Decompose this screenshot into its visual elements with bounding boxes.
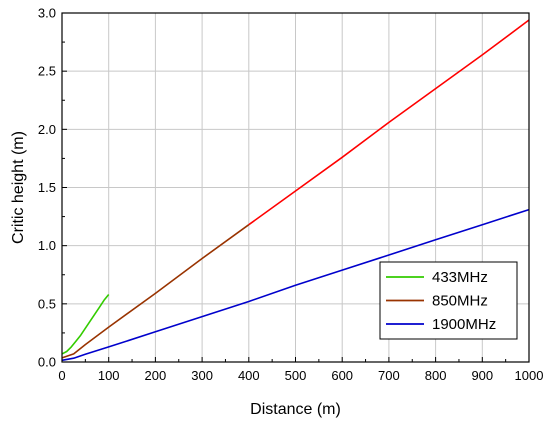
x-tick-label: 500 (285, 368, 307, 383)
x-tick-label: 400 (238, 368, 260, 383)
x-tick-label: 200 (145, 368, 167, 383)
x-tick-label: 0 (58, 368, 65, 383)
y-tick-label: 2.5 (38, 64, 56, 79)
series-line-0 (61, 293, 110, 355)
y-axis-label: Critic height (m) (10, 131, 27, 244)
x-tick-label: 100 (98, 368, 120, 383)
series-line-1 (61, 224, 250, 359)
axis-ticks (61, 12, 530, 363)
series-line-2 (248, 19, 530, 226)
x-tick-label: 700 (378, 368, 400, 383)
legend-label: 433MHz (432, 269, 488, 286)
y-tick-label: 3.0 (38, 6, 56, 21)
x-tick-label: 600 (331, 368, 353, 383)
tick-labels: 0 100 200 300 400 500 600 700 800 900 1000 0.0 0.5 1.… (38, 6, 544, 384)
y-tick-label: 0.0 (38, 355, 56, 370)
legend: 433MHz 850MHz 1900MHz (379, 261, 518, 340)
y-tick-label: 1.0 (38, 238, 56, 253)
x-tick-label: 800 (425, 368, 447, 383)
y-tick-label: 2.0 (38, 122, 56, 137)
x-axis-label: Distance (m) (250, 401, 341, 418)
grid-lines (62, 13, 529, 362)
x-tick-label: 900 (471, 368, 493, 383)
series-line-3 (61, 208, 530, 362)
y-tick-label: 0.5 (38, 296, 56, 311)
x-tick-label: 1000 (515, 368, 544, 383)
legend-label: 850MHz (432, 293, 488, 310)
legend-label: 1900MHz (432, 316, 496, 333)
y-tick-label: 1.5 (38, 180, 56, 195)
x-tick-label: 300 (191, 368, 213, 383)
series-layer (61, 19, 530, 362)
